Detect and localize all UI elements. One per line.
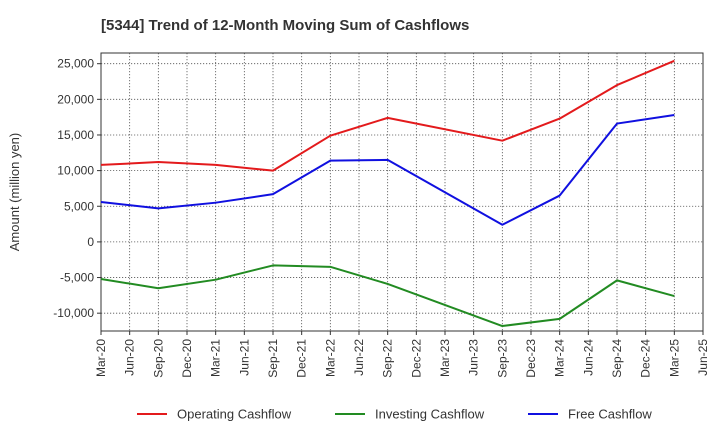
x-axis-ticks: Mar-20 Jun-20 Sep-20 Dec-20 Mar-21 Jun-21 Sep-… bbox=[94, 331, 710, 378]
y-tick-label: -10,000 bbox=[53, 306, 94, 320]
x-tick-label: Mar-24 bbox=[553, 339, 567, 377]
legend-label-free-cashflow: Free Cashflow bbox=[568, 407, 652, 422]
y-tick-label: 25,000 bbox=[57, 57, 94, 71]
x-tick-label: Sep-23 bbox=[495, 339, 509, 378]
y-axis-ticks: 25,000 20,000 15,000 10,000 5,000 0 -5,000 -10,… bbox=[53, 57, 101, 320]
legend-label-operating-cashflow: Operating Cashflow bbox=[177, 407, 292, 422]
y-tick-label: 10,000 bbox=[57, 164, 94, 178]
chart-title: [5344] Trend of 12-Month Moving Sum of C… bbox=[101, 17, 469, 34]
x-tick-label: Jun-23 bbox=[467, 339, 481, 376]
x-tick-label: Sep-21 bbox=[266, 339, 280, 378]
y-tick-label: -5,000 bbox=[60, 271, 94, 285]
x-tick-label: Dec-22 bbox=[409, 339, 423, 378]
x-tick-label: Mar-23 bbox=[438, 339, 452, 377]
x-tick-label: Sep-20 bbox=[151, 339, 165, 378]
x-tick-label: Jun-24 bbox=[581, 339, 595, 376]
x-tick-label: Jun-21 bbox=[237, 339, 251, 376]
x-tick-label: Dec-20 bbox=[180, 339, 194, 378]
legend-label-investing-cashflow: Investing Cashflow bbox=[375, 407, 485, 422]
x-tick-label: Mar-22 bbox=[323, 339, 337, 377]
y-axis-label: Amount (million yen) bbox=[7, 133, 22, 252]
x-tick-label: Mar-20 bbox=[94, 339, 108, 377]
x-tick-label: Mar-21 bbox=[209, 339, 223, 377]
y-tick-label: 20,000 bbox=[57, 92, 94, 106]
series-lines bbox=[100, 59, 675, 328]
x-tick-label: Jun-25 bbox=[696, 339, 710, 376]
series-line-operating-cashflow bbox=[100, 59, 675, 172]
y-tick-label: 0 bbox=[87, 235, 94, 249]
x-tick-label: Mar-25 bbox=[667, 339, 681, 377]
x-tick-label: Dec-24 bbox=[639, 339, 653, 378]
y-tick-label: 5,000 bbox=[64, 199, 94, 213]
y-tick-label: 15,000 bbox=[57, 128, 94, 142]
x-tick-label: Dec-23 bbox=[524, 339, 538, 378]
plot-area-frame bbox=[100, 52, 704, 332]
x-tick-label: Jun-20 bbox=[123, 339, 137, 376]
series-line-free-cashflow bbox=[100, 114, 675, 226]
x-tick-label: Sep-22 bbox=[381, 339, 395, 378]
x-tick-label: Sep-24 bbox=[610, 339, 624, 378]
legend: Operating Cashflow Investing Cashflow Free… bbox=[137, 407, 652, 422]
x-tick-label: Dec-21 bbox=[295, 339, 309, 378]
series-line-investing-cashflow bbox=[100, 264, 675, 328]
x-tick-label: Jun-22 bbox=[352, 339, 366, 376]
